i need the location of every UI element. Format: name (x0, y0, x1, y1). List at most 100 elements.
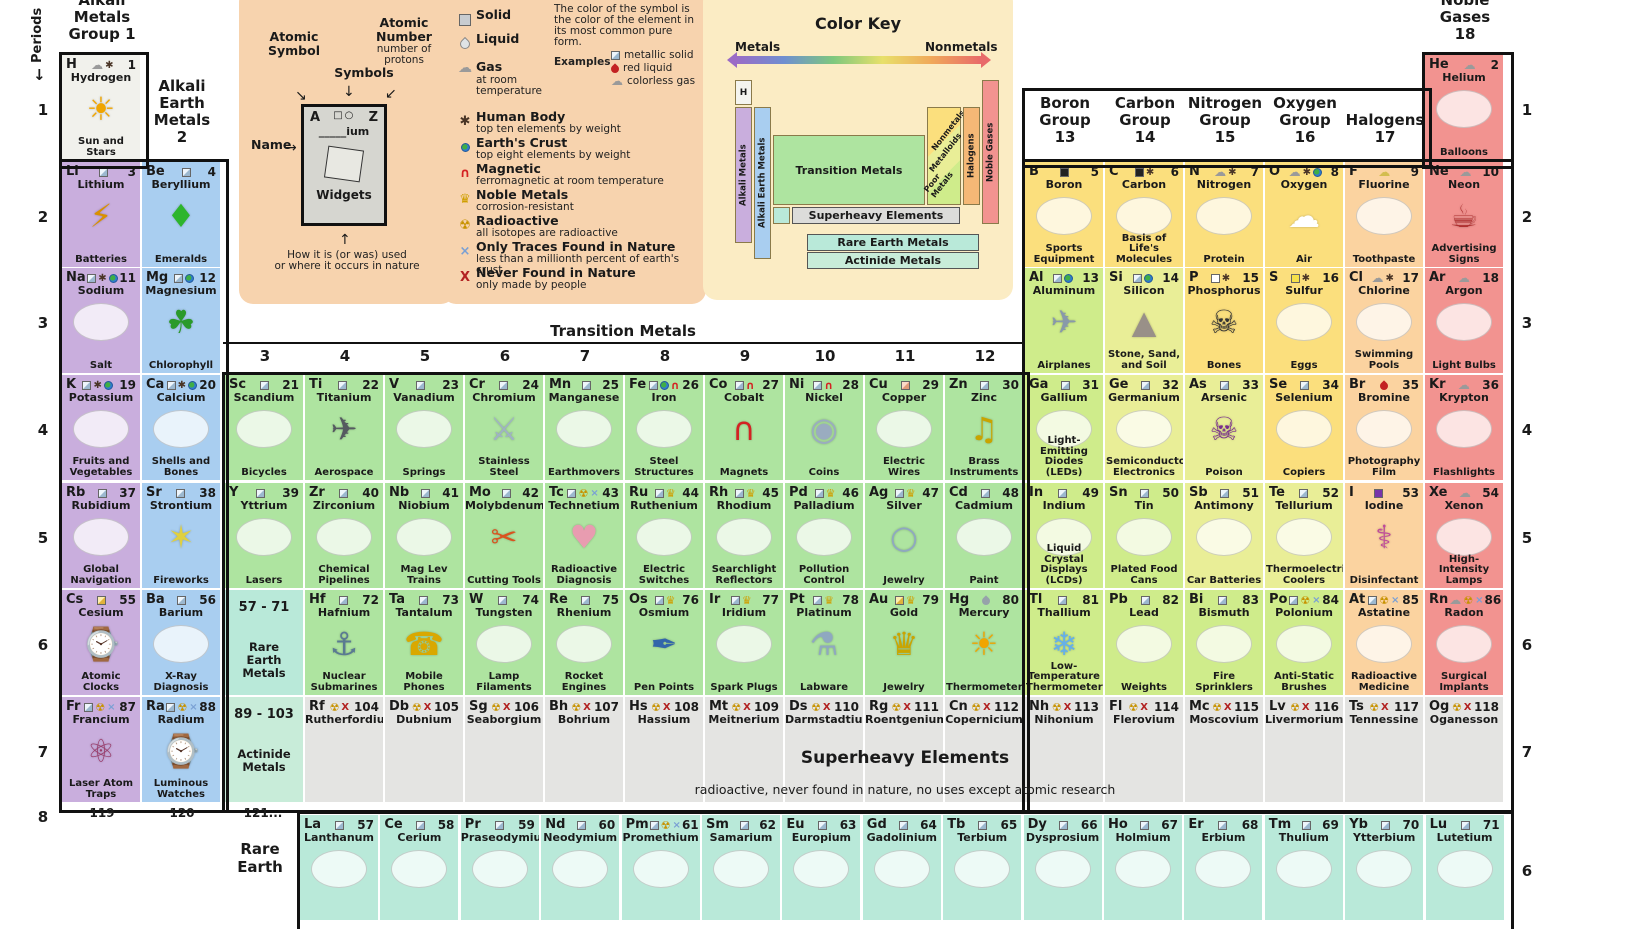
element-cell-Rf: Rf☢X104Rutherfordium (305, 697, 383, 802)
element-cell-header: Pb 82 (1105, 590, 1183, 607)
badge-crown-icon: ♛ (665, 487, 676, 500)
sample-symbol: A (310, 110, 321, 125)
element-name: Gadolinium (866, 831, 937, 844)
element-number: 29 (922, 377, 939, 392)
element-cell-Rh: Rh ♛ 45 Rhodium Searchlight Reflectors (705, 483, 783, 588)
element-number: 45 (762, 485, 779, 500)
element-symbol: Ts (1349, 699, 1364, 714)
element-badges: ☁ (1448, 483, 1483, 502)
badge-msolid-icon (421, 489, 431, 498)
element-symbol: Hg (949, 592, 970, 607)
element-symbol: Br (1349, 377, 1366, 392)
picture-glyph: ☠ (1209, 303, 1239, 341)
element-cell-header: Cs 55 (62, 590, 140, 607)
arrow-right-icon: → (285, 140, 297, 156)
group-header-17: Halogens 17 (1345, 111, 1425, 146)
element-number: 42 (522, 485, 539, 500)
badge-radio-icon: ☢ (650, 701, 661, 714)
element-cell-Mn: Mn 25 Manganese Earthmovers (545, 375, 623, 480)
element-badges: ♛ (888, 483, 922, 502)
element-cell-Po: Po ☢ × 84 Polonium Anti-Static Brushes (1265, 590, 1343, 695)
element-badges: ☁ ✱ (77, 55, 128, 74)
element-symbol: Ni (789, 377, 805, 392)
element-name: Lutetium (1436, 831, 1493, 844)
element-badges (968, 375, 1003, 394)
element-use: Salt (89, 359, 113, 371)
element-use: Disinfectant (1349, 574, 1419, 586)
element-cell-Cr: Cr 24 Chromium ⚔ Stainless Steel (465, 375, 543, 480)
element-use: Copiers (1282, 466, 1326, 478)
element-cell-header: H ☁ ✱ 1 (62, 55, 140, 72)
element-picture-searchlight (705, 511, 783, 563)
element-cell-header: Au ♛ 79 (865, 590, 943, 607)
picture-placeholder (713, 850, 769, 888)
element-cell-Rb: Rb 37 Rubidium Global Navigation (62, 483, 140, 588)
element-cell-header: He ☁ 2 (1425, 55, 1503, 72)
element-number: 68 (1241, 817, 1259, 832)
element-name: Krypton (1439, 391, 1489, 404)
element-use: Global Navigation (70, 564, 132, 586)
element-symbol: Ta (389, 592, 405, 607)
element-picture-fountain-pen: ✒ (625, 618, 703, 670)
element-name: Promethium (622, 831, 699, 844)
badge-msolid-icon (1140, 489, 1150, 498)
element-picture-salt-shaker (62, 296, 140, 348)
element-cell-header: Co ∩ 27 (705, 375, 783, 392)
element-use: Radioactive Diagnosis (550, 564, 618, 586)
period-number-right-2: 2 (1521, 208, 1533, 226)
range-label: 57 - 71 (238, 600, 290, 615)
legend-magnet: ∩ Magnetic ferromagnetic at room temperatu… (459, 161, 664, 187)
element-badges (481, 815, 518, 834)
element-name: Helium (1442, 71, 1486, 84)
element-badges: ☢ X (808, 697, 834, 716)
element-cell-header: Db ☢ X 105 (385, 697, 463, 714)
element-number: 21 (282, 377, 299, 392)
element-number: 32 (1162, 377, 1179, 392)
element-symbol: Bh (549, 699, 569, 714)
element-picture-tin-can (1105, 511, 1183, 563)
element-cell-header: Ta 73 (385, 590, 463, 607)
badge-msolid-icon (97, 489, 107, 498)
element-name: Ruthenium (630, 499, 698, 512)
picture-placeholder (316, 518, 372, 556)
picture-placeholder (873, 850, 930, 888)
element-cell-At: At ☢ × 85 Astatine Radioactive Medicine (1345, 590, 1423, 695)
sample-number: Z (368, 110, 378, 125)
picture-placeholder (1116, 625, 1172, 663)
element-cell-Dy: Dy 66 Dysprosium (1023, 815, 1102, 920)
element-picture-satellite-globe (62, 511, 140, 563)
element-cell-header: Tm 69 (1265, 815, 1343, 832)
badge-msolid-icon (255, 489, 265, 498)
badge-magnet-icon: ∩ (824, 379, 834, 392)
element-symbol: Mc (1189, 699, 1210, 714)
element-number: 85 (1402, 592, 1419, 607)
element-cell-header: Mg 12 (142, 268, 220, 285)
element-badges (168, 268, 199, 287)
element-badges (246, 375, 282, 394)
group-header-15: Nitrogen Group 15 (1187, 94, 1263, 146)
element-use: Poison (1205, 466, 1243, 478)
badge-msolid-icon (82, 381, 92, 390)
picture-placeholder (153, 625, 209, 663)
element-cell-header: N ☁ ✱ 7 (1185, 162, 1263, 179)
element-cell-Zn: Zn 30 Zinc ♫ Brass Instruments (945, 375, 1023, 480)
badge-radio-icon: ☢ (660, 819, 671, 832)
picture-placeholder (73, 518, 129, 556)
badge-msolid-icon (84, 703, 94, 712)
element-name: Palladium (793, 499, 855, 512)
element-use: Steel Structures (634, 456, 694, 478)
element-picture-head-scan (863, 843, 941, 895)
badge-radio-icon: ☢ (1212, 701, 1222, 714)
legend-body: ✱ Human Body top ten elements by weight (459, 109, 621, 135)
element-cell-header: Ra ☢ × 88 (142, 697, 220, 714)
element-cell-header: C ✱ 6 (1105, 162, 1183, 179)
badge-crust-icon (659, 381, 669, 390)
element-cell-header: Bi 83 (1185, 590, 1263, 607)
element-name: Thallium (1037, 606, 1091, 619)
element-cell-header: F ☁ 9 (1345, 162, 1423, 179)
picture-placeholder (1036, 410, 1092, 448)
element-cell-header: Pt ♛ 78 (785, 590, 863, 607)
element-use: Balloons (1439, 146, 1489, 158)
element-number: 64 (920, 817, 937, 832)
element-cell-header: Rh ♛ 45 (705, 483, 783, 500)
